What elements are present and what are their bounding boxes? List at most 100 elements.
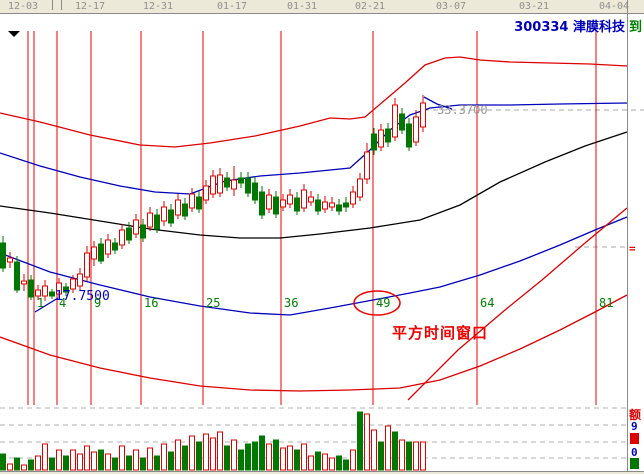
candle-body xyxy=(147,212,153,228)
lower-envelope-blue xyxy=(0,216,628,316)
volume-bar xyxy=(413,441,419,471)
ask-level-digit: 9 xyxy=(631,420,638,433)
volume-bar xyxy=(119,445,125,471)
time-window-number-4: 4 xyxy=(59,296,67,310)
right-strip-top-char: 到 xyxy=(629,20,643,35)
candle-body xyxy=(406,123,412,148)
candle-body xyxy=(266,194,272,210)
gann-trend-red xyxy=(407,207,628,401)
candle-body xyxy=(287,194,293,205)
date-tick-label: 12-17 xyxy=(74,1,106,12)
volume-bar xyxy=(273,439,279,471)
volume-bar xyxy=(161,443,167,471)
candle-body xyxy=(301,189,307,209)
volume-bar xyxy=(210,437,216,471)
bid-color-block xyxy=(630,458,639,469)
candle-body xyxy=(315,199,321,212)
volume-bar xyxy=(189,435,195,471)
candle-body xyxy=(273,196,279,215)
candle-body xyxy=(364,151,370,180)
volume-bar xyxy=(245,443,251,471)
date-tick-label: 12-31 xyxy=(142,1,174,12)
volume-bar xyxy=(322,453,328,471)
candle-body xyxy=(14,261,20,291)
candle-body xyxy=(42,285,48,297)
volume-bar xyxy=(63,455,69,471)
volume-bar xyxy=(266,443,272,471)
volume-bar xyxy=(336,455,342,471)
volume-bar xyxy=(392,431,398,471)
candle-body xyxy=(98,243,104,262)
volume-bar xyxy=(77,453,83,471)
volume-bar xyxy=(308,455,314,471)
time-window-number-9: 9 xyxy=(94,296,102,310)
middle-black-ma xyxy=(0,131,628,239)
candle-body xyxy=(238,177,244,184)
candle-body xyxy=(161,206,167,222)
volume-bar xyxy=(21,464,27,471)
candle-body xyxy=(329,202,335,208)
candle-body xyxy=(140,224,146,239)
candle-body xyxy=(224,177,230,188)
volume-bar xyxy=(140,457,146,471)
square-time-window-caption: 平方时间窗口 xyxy=(392,324,489,342)
volume-bar xyxy=(133,449,139,471)
volume-bar xyxy=(371,429,377,471)
volume-bar xyxy=(420,441,426,471)
time-window-number-81: 81 xyxy=(599,296,614,310)
candle-body xyxy=(308,196,314,203)
window-bottom-edge xyxy=(0,471,644,474)
bid-level-digit: 0 xyxy=(631,446,638,459)
candle-body xyxy=(196,196,202,210)
volume-bar xyxy=(259,435,265,471)
volume-bar xyxy=(203,433,209,471)
candle-body xyxy=(420,102,426,128)
time-window-number-1: 1 xyxy=(37,296,45,310)
pane-splitter-handle[interactable] xyxy=(52,0,62,10)
candle-body xyxy=(245,177,251,194)
time-window-number-49: 49 xyxy=(376,296,391,310)
volume-bar xyxy=(196,441,202,471)
candle-body xyxy=(252,182,258,201)
stock-title: 300334 津膜科技 xyxy=(514,20,625,35)
time-window-number-16: 16 xyxy=(144,296,159,310)
lower-envelope-red xyxy=(0,294,628,392)
current-price-marker: = xyxy=(629,242,636,255)
candle-body xyxy=(63,286,69,293)
volume-bar xyxy=(56,449,62,471)
candle-body xyxy=(105,239,111,255)
date-tick-label: 01-31 xyxy=(286,1,318,12)
candle-body xyxy=(133,219,139,235)
candle-body xyxy=(35,289,41,297)
middle-blue-ma xyxy=(0,102,628,195)
candle-body xyxy=(371,133,377,151)
volume-pane-label: 额 xyxy=(629,408,642,422)
volume-bar xyxy=(315,451,321,471)
volume-bar xyxy=(35,455,41,471)
candle-body xyxy=(378,129,384,148)
candle-body xyxy=(126,227,132,241)
volume-bar xyxy=(224,445,230,471)
projection-blue-top xyxy=(423,96,453,110)
volume-bar xyxy=(217,431,223,471)
candle-body xyxy=(49,291,55,297)
candle-body xyxy=(294,197,300,212)
candle-body xyxy=(77,273,83,287)
candle-body xyxy=(392,104,398,138)
time-window-number-36: 36 xyxy=(284,296,299,310)
date-tick-label: 04-04 xyxy=(598,1,630,12)
volume-bar xyxy=(42,443,48,471)
candle-body xyxy=(112,242,118,251)
candle-body xyxy=(322,201,328,210)
candle-body xyxy=(210,175,216,195)
candle-body xyxy=(182,203,188,217)
volume-bar xyxy=(343,459,349,471)
volume-bar xyxy=(91,451,97,471)
start-marker-triangle-icon xyxy=(8,31,20,37)
ask-color-block xyxy=(630,433,639,444)
candle-body xyxy=(70,278,76,290)
projection-blue-bottom xyxy=(34,297,59,313)
candle-body xyxy=(189,193,195,209)
